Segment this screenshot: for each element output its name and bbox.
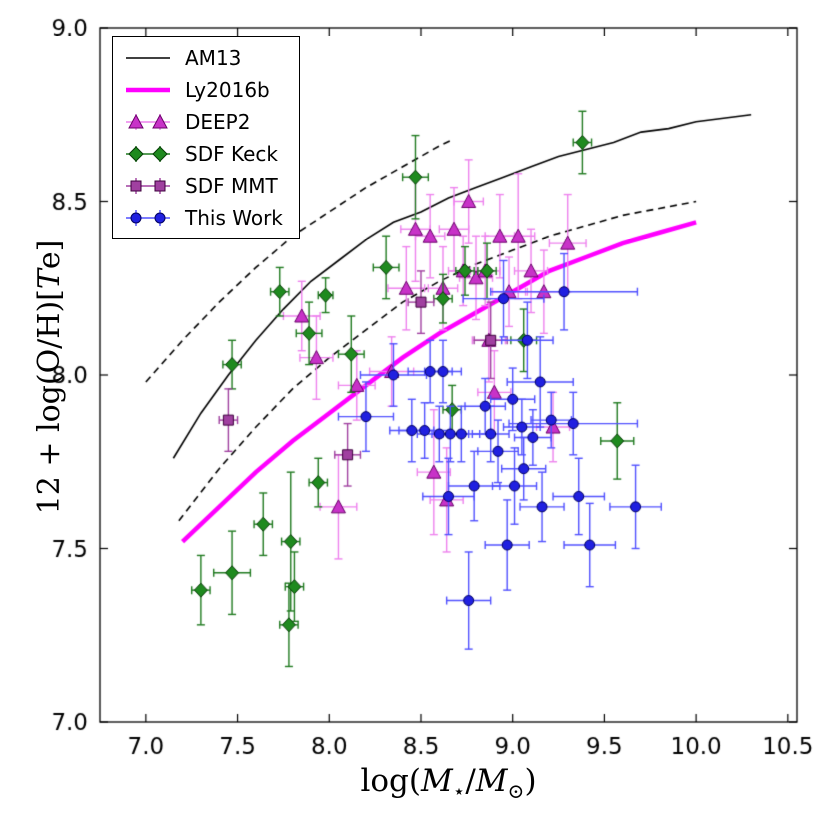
sdf-mmt-square-swatch-icon: [126, 177, 170, 194]
y-axis-label: 12 + log(O/H)[Te]: [32, 239, 67, 515]
this-work-circle-swatch-icon: [126, 209, 170, 226]
legend-label: SDF Keck: [185, 141, 278, 166]
legend-label: SDF MMT: [185, 173, 278, 198]
legend-label: This Work: [185, 205, 283, 230]
legend: AM13 Ly2016b DEEP2: [112, 36, 300, 239]
legend-entry-deep2: DEEP2: [123, 109, 283, 134]
legend-label: DEEP2: [185, 109, 251, 134]
x-axis-label: log(M⋆/M⊙): [360, 763, 537, 804]
am13-line-swatch-icon: [126, 56, 170, 59]
deep2-triangle-swatch-icon: [126, 113, 170, 130]
legend-label: AM13: [185, 45, 242, 70]
legend-entry-sdf-keck: SDF Keck: [123, 141, 283, 166]
legend-entry-sdf-mmt: SDF MMT: [123, 173, 283, 198]
legend-entry-am13: AM13: [123, 45, 283, 70]
ly2016b-line-swatch-icon: [126, 87, 170, 92]
sdf-keck-diamond-swatch-icon: [126, 145, 170, 162]
legend-entry-this-work: This Work: [123, 205, 283, 230]
legend-label: Ly2016b: [185, 77, 270, 102]
legend-entry-ly2016b: Ly2016b: [123, 77, 283, 102]
